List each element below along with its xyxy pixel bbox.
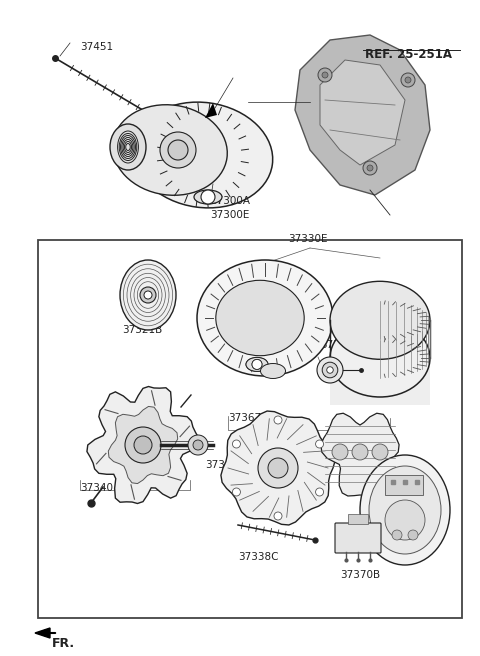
Circle shape	[322, 72, 328, 78]
Circle shape	[144, 291, 152, 299]
Circle shape	[188, 435, 208, 455]
Circle shape	[274, 416, 282, 424]
Circle shape	[322, 362, 338, 378]
Circle shape	[401, 73, 415, 87]
Text: 37334: 37334	[320, 340, 353, 350]
Bar	[38, 240, 462, 618]
Circle shape	[352, 444, 368, 460]
Circle shape	[408, 530, 418, 540]
Polygon shape	[221, 411, 335, 525]
Ellipse shape	[330, 319, 430, 397]
Text: 37367C: 37367C	[228, 413, 268, 423]
Text: FR.: FR.	[52, 637, 75, 650]
Circle shape	[232, 488, 240, 496]
Circle shape	[201, 190, 215, 204]
Circle shape	[268, 458, 288, 478]
Circle shape	[125, 427, 161, 463]
Ellipse shape	[194, 190, 222, 204]
Bar	[385, 475, 423, 495]
Circle shape	[317, 357, 343, 383]
Circle shape	[258, 448, 298, 488]
Polygon shape	[295, 35, 430, 195]
Ellipse shape	[110, 124, 146, 170]
Text: 37340: 37340	[80, 483, 113, 493]
Polygon shape	[87, 386, 199, 504]
Ellipse shape	[360, 455, 450, 565]
Circle shape	[315, 488, 324, 496]
FancyBboxPatch shape	[335, 523, 381, 553]
Bar	[330, 358, 430, 405]
Text: 37370B: 37370B	[340, 570, 380, 580]
Circle shape	[232, 440, 240, 448]
Ellipse shape	[369, 466, 441, 554]
Circle shape	[168, 140, 188, 160]
Text: 37332: 37332	[336, 360, 369, 370]
Ellipse shape	[246, 358, 268, 371]
Bar	[348, 514, 368, 524]
Circle shape	[274, 512, 282, 520]
Polygon shape	[321, 413, 399, 496]
Ellipse shape	[246, 358, 268, 371]
Polygon shape	[35, 628, 50, 638]
Polygon shape	[320, 60, 405, 165]
Circle shape	[385, 500, 425, 540]
Text: 37338C: 37338C	[238, 552, 278, 562]
Text: 37390B: 37390B	[390, 490, 430, 500]
Ellipse shape	[133, 102, 273, 208]
Circle shape	[252, 359, 262, 369]
Ellipse shape	[216, 280, 304, 356]
Circle shape	[367, 165, 373, 171]
Text: 37321B: 37321B	[122, 325, 162, 335]
Text: 37300E: 37300E	[210, 210, 250, 220]
Circle shape	[363, 161, 377, 175]
Circle shape	[252, 359, 262, 369]
Circle shape	[160, 132, 196, 168]
Polygon shape	[205, 103, 217, 118]
Circle shape	[134, 436, 152, 454]
Circle shape	[327, 367, 333, 373]
Circle shape	[332, 444, 348, 460]
Text: REF. 25-251A: REF. 25-251A	[365, 48, 452, 61]
Ellipse shape	[261, 363, 286, 379]
Text: 37300A: 37300A	[210, 196, 250, 206]
Ellipse shape	[113, 105, 228, 195]
Ellipse shape	[330, 281, 430, 359]
Text: 37451: 37451	[80, 42, 113, 52]
Ellipse shape	[120, 260, 176, 330]
Circle shape	[392, 530, 402, 540]
Circle shape	[405, 77, 411, 83]
Circle shape	[372, 444, 388, 460]
Circle shape	[315, 440, 324, 448]
Text: 37342: 37342	[205, 460, 238, 470]
Circle shape	[318, 68, 332, 82]
Circle shape	[140, 287, 156, 303]
Polygon shape	[108, 407, 178, 483]
Text: 37330E: 37330E	[288, 234, 328, 244]
Ellipse shape	[197, 260, 333, 376]
Circle shape	[193, 440, 203, 450]
